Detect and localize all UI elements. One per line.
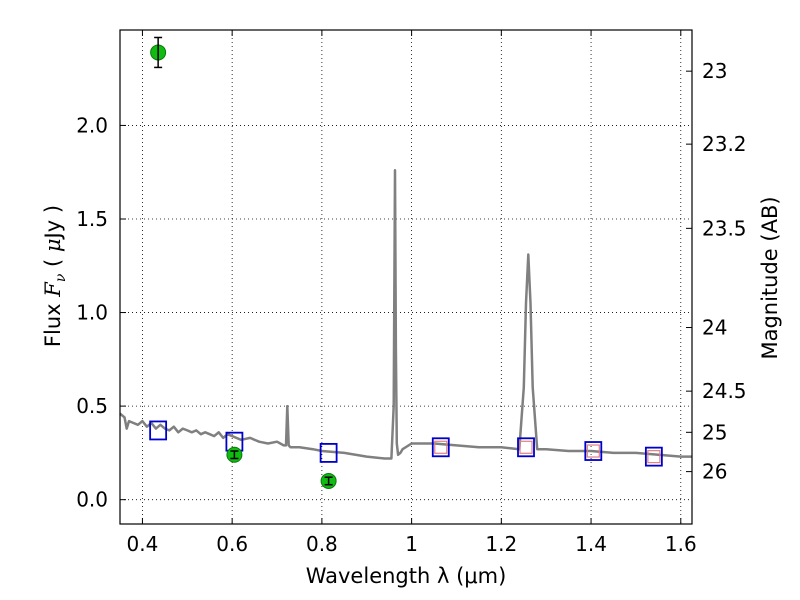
plot-frame bbox=[119, 29, 693, 525]
y2-tick-label: 23.2 bbox=[702, 132, 747, 156]
model-inner-point bbox=[586, 444, 600, 458]
model-point bbox=[584, 441, 603, 461]
plot-background bbox=[120, 30, 692, 524]
model-point bbox=[517, 437, 535, 458]
model-inner-point bbox=[434, 440, 448, 454]
y2-tick-label: 25 bbox=[702, 420, 727, 444]
spectrum-layer bbox=[119, 169, 692, 460]
y2-tick-label: 24.5 bbox=[702, 379, 747, 403]
model-point bbox=[644, 446, 663, 467]
y2-tick-label: 23.5 bbox=[702, 216, 747, 240]
x-tick-label: 0.8 bbox=[306, 532, 338, 556]
grid bbox=[120, 30, 692, 524]
y-tick-label: 1.0 bbox=[76, 301, 108, 325]
y2-tick-label: 26 bbox=[702, 460, 727, 484]
model-inner-point bbox=[647, 450, 661, 464]
model-inner-point bbox=[519, 440, 533, 454]
y2-tick-label: 23 bbox=[702, 59, 727, 83]
y-tick-label: 2.0 bbox=[76, 113, 108, 137]
y-axis-label: Flux Fν ( μJy ) bbox=[41, 205, 69, 347]
x-tick-label: 1 bbox=[405, 532, 418, 556]
y2-tick-label: 24 bbox=[702, 316, 727, 340]
x-tick-label: 1.6 bbox=[665, 532, 697, 556]
y2-axis-label: Magnitude (AB) bbox=[758, 196, 782, 359]
model-point bbox=[149, 420, 168, 441]
ticks: 0.4 0.6 0.8 1 1.2 1.4 1.6 0.0 0.5 1.0 1.5 2.0 23 23.2… bbox=[76, 30, 747, 556]
marker-layer bbox=[149, 36, 663, 489]
y-tick-label: 0.0 bbox=[76, 488, 108, 512]
x-tick-label: 1.2 bbox=[485, 532, 517, 556]
spectrum-line bbox=[119, 169, 692, 460]
x-axis-label: Wavelength λ (μm) bbox=[306, 564, 507, 588]
model-point bbox=[431, 437, 450, 458]
x-tick-label: 0.6 bbox=[216, 532, 248, 556]
model-point bbox=[319, 442, 338, 463]
x-tick-label: 1.4 bbox=[575, 532, 607, 556]
y-tick-label: 1.5 bbox=[76, 207, 108, 231]
y-tick-label: 0.5 bbox=[76, 394, 108, 418]
x-tick-label: 0.4 bbox=[127, 532, 159, 556]
